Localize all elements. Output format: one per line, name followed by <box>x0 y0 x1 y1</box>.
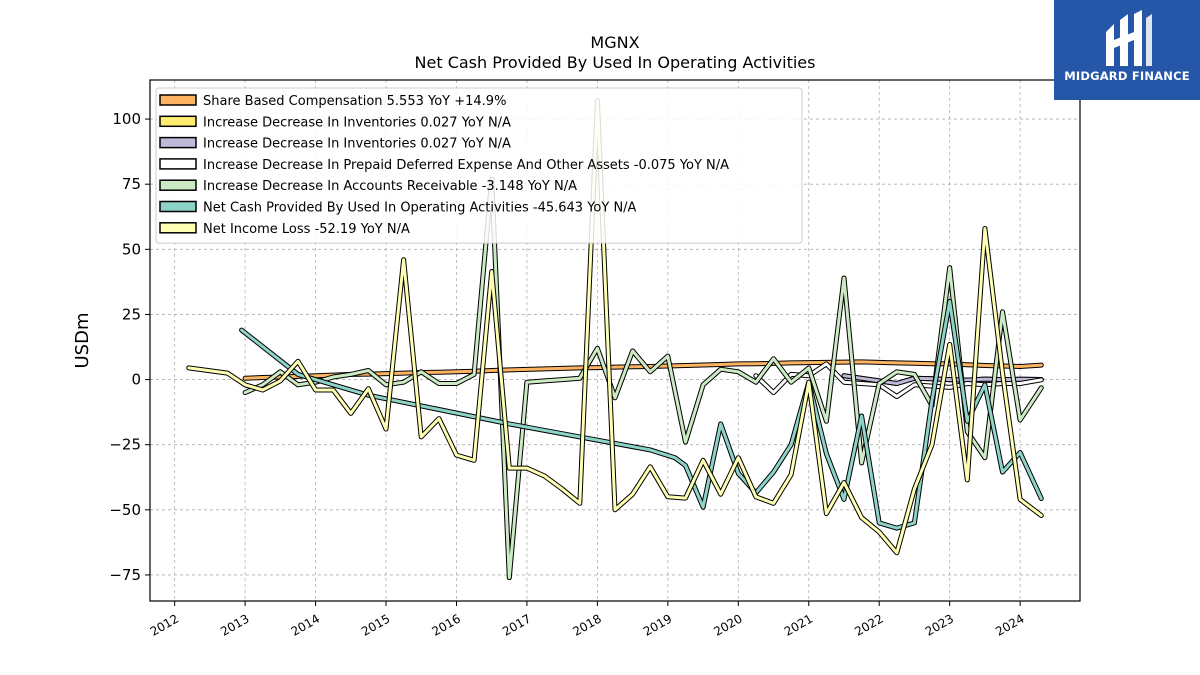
brand-logo-mark-icon <box>1106 10 1152 66</box>
x-tick-label: 2014 <box>289 611 322 638</box>
plot-lines <box>186 98 1044 581</box>
legend-swatch <box>159 222 197 234</box>
series-line-outline-5 <box>239 298 1044 531</box>
legend-swatch <box>159 158 197 170</box>
series-line-5 <box>240 299 1043 530</box>
x-tick-label: 2022 <box>852 611 885 638</box>
chart-title: MGNX <box>590 33 639 52</box>
y-tick-label: 0 <box>131 371 141 389</box>
x-tick-label: 2019 <box>641 611 674 638</box>
y-tick-label: 50 <box>122 240 141 258</box>
x-tick-label: 2024 <box>993 611 1026 638</box>
legend-label: Net Income Loss -52.19 YoY N/A <box>203 222 410 237</box>
y-axis-ticks: −75 −50 −25 0 25 50 75 100 <box>109 110 150 584</box>
y-tick-label: 25 <box>122 305 141 323</box>
x-axis-ticks: 2012 2013 2014 2015 2016 2017 2018 2019 2020 2021… <box>148 601 1027 639</box>
y-tick-label: 75 <box>122 175 141 193</box>
legend-swatch <box>159 115 197 128</box>
x-tick-label: 2023 <box>923 611 956 638</box>
series-line-4 <box>243 177 1043 580</box>
x-tick-label: 2016 <box>430 611 463 638</box>
x-tick-label: 2018 <box>570 611 603 638</box>
legend-swatch <box>159 94 197 106</box>
legend-swatch <box>159 136 197 149</box>
legend-label: Net Cash Provided By Used In Operating A… <box>203 201 637 216</box>
x-tick-label: 2012 <box>148 611 181 638</box>
brand-logo: MIDGARD FINANCE <box>1054 0 1200 100</box>
y-tick-label: 100 <box>112 110 141 128</box>
legend: Share Based Compensation 5.553 YoY +14.9… <box>155 87 803 244</box>
x-tick-label: 2013 <box>218 611 251 638</box>
x-tick-label: 2021 <box>782 611 815 638</box>
x-tick-label: 2017 <box>500 611 533 638</box>
legend-label: Increase Decrease In Accounts Receivable… <box>203 179 577 194</box>
legend-label: Increase Decrease In Inventories 0.027 Y… <box>203 137 511 152</box>
y-tick-label: −25 <box>109 436 141 454</box>
chart-subtitle: Net Cash Provided By Used In Operating A… <box>415 53 816 72</box>
y-tick-label: −50 <box>109 501 141 519</box>
brand-logo-text: MIDGARD FINANCE <box>1064 69 1190 83</box>
y-tick-label: −75 <box>109 566 141 584</box>
legend-box <box>155 87 803 244</box>
series-line-6 <box>187 99 1043 555</box>
legend-swatch <box>159 179 197 191</box>
series-line-0 <box>243 360 1043 380</box>
x-tick-label: 2020 <box>711 611 744 638</box>
plot-frame <box>149 79 1081 602</box>
legend-label: Increase Decrease In Inventories 0.027 Y… <box>203 115 511 130</box>
legend-swatch <box>159 200 197 213</box>
legend-label: Increase Decrease In Prepaid Deferred Ex… <box>203 158 729 173</box>
y-axis-label: USDm <box>72 313 93 369</box>
legend-label: Share Based Compensation 5.553 YoY +14.9… <box>203 94 506 109</box>
x-tick-label: 2015 <box>359 611 392 638</box>
